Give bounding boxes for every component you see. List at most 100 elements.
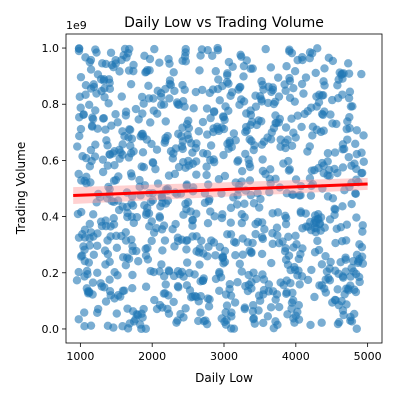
scatter-point (249, 314, 258, 324)
scatter-point (281, 123, 291, 132)
scatter-point (211, 67, 220, 76)
scatter-point (127, 172, 136, 181)
scatter-point (273, 73, 283, 82)
scatter-point (72, 276, 82, 285)
scatter-point (233, 200, 242, 209)
scatter-point (247, 278, 256, 287)
scatter-point (164, 309, 174, 318)
scatter-point (141, 251, 151, 260)
scatter-point (218, 81, 227, 91)
scatter-point (231, 178, 240, 187)
scatter-point (349, 256, 358, 266)
scatter-point (141, 324, 151, 333)
scatter-point (191, 87, 201, 97)
scatter-point (259, 318, 268, 328)
scatter-point (116, 148, 125, 157)
scatter-point (118, 253, 128, 262)
scatter-point (126, 141, 135, 151)
scatter-point (331, 238, 340, 248)
scatter-point (89, 82, 99, 92)
scatter-point (157, 260, 166, 269)
scatter-point (151, 164, 160, 174)
scatter-point (207, 236, 216, 245)
scatter-point (221, 320, 231, 329)
x-axis-label: Daily Low (195, 371, 253, 385)
scatter-point (323, 192, 333, 201)
scatter-point (270, 97, 280, 106)
scatter-point (238, 250, 247, 259)
scatter-point (81, 90, 90, 99)
y-tick-label: 1.0 (42, 42, 60, 55)
scatter-point (315, 281, 324, 290)
scatter-point (261, 44, 270, 54)
scatter-point (119, 50, 128, 60)
scatter-point (265, 188, 274, 197)
scatter-point (321, 251, 330, 261)
scatter-point (222, 301, 232, 310)
scatter-point (202, 104, 212, 113)
scatter-point (198, 117, 208, 127)
scatter-point (291, 133, 300, 142)
scatter-point (340, 185, 349, 195)
scatter-point (80, 322, 89, 331)
scatter-point (128, 283, 137, 293)
scatter-point (113, 118, 122, 127)
scatter-point (164, 266, 173, 275)
scatter-point (173, 233, 183, 242)
scatter-point (338, 74, 347, 83)
scatter-point (338, 163, 348, 172)
scatter-point (314, 245, 324, 255)
scatter-point (215, 286, 224, 295)
scatter-point (297, 79, 307, 89)
scatter-point (182, 258, 192, 267)
scatter-point (257, 249, 267, 259)
scatter-point (226, 230, 236, 239)
scatter-point (339, 144, 349, 154)
scatter-point (88, 122, 97, 131)
scatter-point (311, 68, 320, 78)
scatter-point (251, 229, 260, 239)
scatter-point (161, 117, 170, 126)
scatter-point (194, 297, 203, 306)
y-tick-label: 0.4 (42, 211, 60, 224)
scatter-point (310, 292, 319, 302)
scatter-point (76, 72, 86, 82)
scatter-point (279, 280, 288, 290)
scatter-point (317, 318, 326, 327)
scatter-point (231, 250, 240, 260)
scatter-point (121, 261, 131, 270)
scatter-point (85, 219, 95, 229)
scatter-point (96, 217, 106, 226)
scatter-point (294, 254, 303, 264)
scatter-point (247, 117, 257, 126)
regression-line (73, 182, 368, 198)
scatter-point (358, 221, 367, 230)
scatter-point (155, 212, 164, 221)
scatter-point (75, 131, 84, 141)
scatter-point (260, 225, 269, 234)
scatter-point (150, 295, 159, 305)
scatter-point (344, 284, 353, 293)
scatter-point (224, 106, 233, 116)
scatter-point (239, 72, 248, 81)
scatter-point (223, 139, 232, 149)
scatter-point (174, 283, 183, 292)
scatter-point (192, 157, 201, 166)
scatter-point (76, 124, 86, 134)
scatter-point (257, 97, 266, 106)
scatter-point (357, 148, 366, 157)
scatter-point (128, 201, 138, 210)
scatter-point (339, 310, 348, 320)
scatter-point (196, 308, 205, 317)
scatter-point (195, 244, 204, 253)
scatter-point (74, 44, 84, 53)
scatter-point (159, 272, 169, 281)
scatter-point (294, 301, 303, 310)
scatter-point (214, 75, 223, 84)
scatter-point (86, 178, 95, 187)
scatter-point (347, 199, 356, 209)
scatter-point (306, 320, 315, 330)
scatter-point (281, 211, 290, 221)
scatter-point (194, 127, 203, 136)
scatter-point (225, 279, 234, 289)
